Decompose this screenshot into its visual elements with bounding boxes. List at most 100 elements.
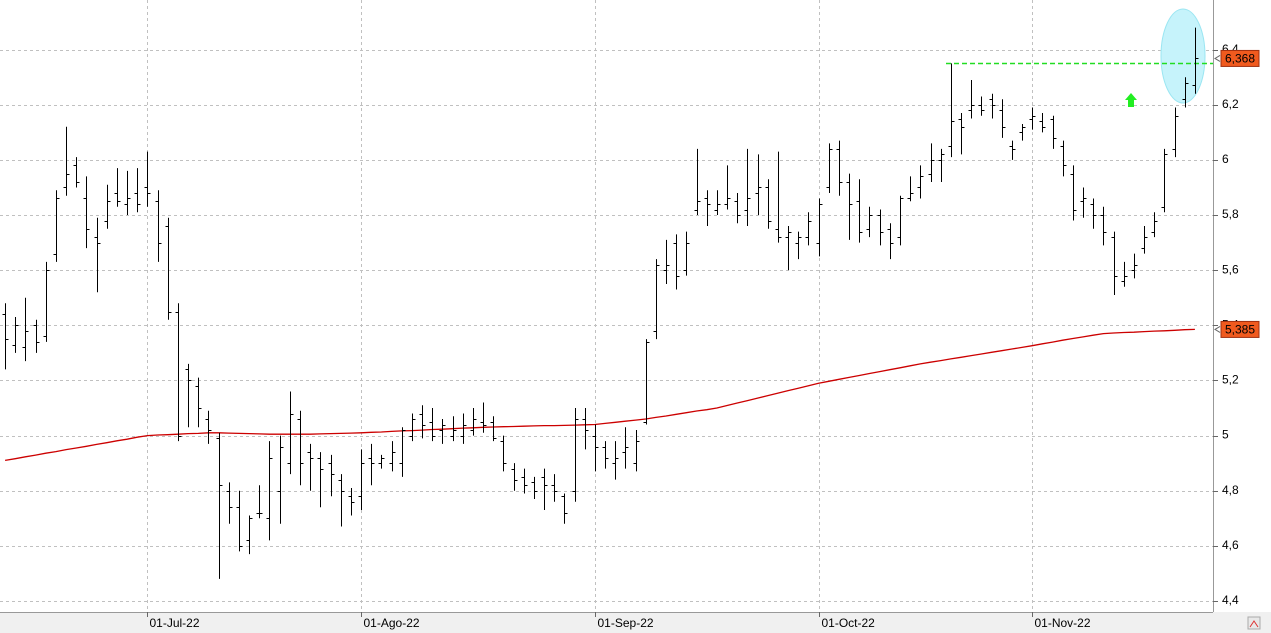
ohlc-bar — [338, 474, 345, 527]
ohlc-bar — [989, 93, 996, 119]
ohlc-bar — [1131, 253, 1138, 279]
icon-glyph — [1249, 620, 1259, 628]
ohlc-bar — [297, 410, 304, 486]
ohlc-bar — [633, 430, 640, 472]
ohlc-bar — [765, 179, 772, 229]
moving-average-line — [4, 328, 1195, 462]
x-axis-strip — [0, 612, 1271, 633]
ohlc-bar — [582, 408, 589, 450]
icon-frame — [1247, 616, 1261, 630]
x-tick-label: 01-Ago-22 — [364, 616, 420, 630]
ohlc-bar — [317, 452, 324, 508]
y-tick-label: 5,6 — [1222, 262, 1239, 276]
ohlc-bar — [856, 179, 863, 243]
x-tick-label: 01-Sep-22 — [598, 616, 654, 630]
ohlc-bar — [1019, 124, 1026, 141]
ohlc-bar — [572, 408, 579, 502]
ohlc-bar — [755, 154, 762, 216]
ohlc-bar — [12, 317, 19, 353]
ohlc-bar — [958, 113, 965, 155]
ohlc-bar — [704, 190, 711, 227]
ohlc-bar — [368, 443, 375, 486]
ohlc-bar — [1090, 198, 1097, 229]
ohlc-bar — [866, 206, 873, 238]
ohlc-bar — [928, 143, 935, 182]
ohlc-bar — [358, 449, 365, 510]
ohlc-bar — [948, 63, 955, 158]
ohlc-bar — [907, 176, 914, 202]
ohlc-bar — [409, 413, 416, 442]
ohlc-bar — [999, 99, 1006, 138]
ohlc-bar — [429, 408, 436, 442]
ohlc-bar — [348, 487, 355, 516]
ohlc-bar — [490, 416, 497, 442]
ohlc-bar — [256, 485, 263, 519]
corner-icon — [1247, 616, 1261, 630]
ohlc-bar — [744, 148, 751, 227]
ohlc-bar — [938, 148, 945, 182]
ohlc-bar — [521, 468, 528, 494]
ohlc-bar — [1070, 165, 1077, 221]
ohlc-bar — [1111, 231, 1118, 295]
ohlc-bar — [795, 231, 802, 260]
ohlc-bar — [1029, 107, 1036, 130]
ohlc-bar — [307, 443, 314, 491]
ohlc-bar — [144, 151, 151, 207]
ohlc-bar — [2, 303, 9, 370]
x-tick-label: 01-Oct-22 — [822, 616, 876, 630]
x-tick-label: 01-Jul-22 — [150, 616, 200, 630]
ohlc-bar — [205, 410, 212, 444]
price-label-box — [1220, 49, 1260, 67]
ohlc-bar — [826, 143, 833, 193]
ohlc-bar — [389, 441, 396, 472]
ohlc-bar — [277, 435, 284, 524]
price-label-box — [1220, 320, 1260, 338]
ohlc-bar — [602, 441, 609, 469]
ohlc-bar — [612, 441, 619, 480]
ohlc-bar — [1060, 140, 1067, 177]
ohlc-bar — [622, 427, 629, 469]
ohlc-bar — [216, 432, 223, 579]
ohlc-bar — [897, 195, 904, 246]
price-label: 6,368 — [1225, 52, 1255, 66]
ohlc-bar — [805, 212, 812, 246]
y-tick-label: 6,2 — [1222, 97, 1239, 111]
ohlc-bar — [378, 454, 385, 469]
ohlc-bar — [500, 435, 507, 472]
ohlc-bar — [1050, 115, 1057, 149]
ohlc-bar — [531, 476, 538, 499]
ohlc-bar — [1151, 212, 1158, 238]
ohlc-bar — [33, 319, 40, 353]
ohlc-bar — [511, 463, 518, 491]
ohlc-bar — [561, 493, 568, 524]
ohlc-bar — [663, 239, 670, 284]
y-tick-label: 4,6 — [1222, 538, 1239, 552]
ohlc-bar — [683, 231, 690, 276]
price-pointer — [1214, 326, 1221, 333]
ohlc-bar — [1172, 107, 1179, 158]
up-arrow — [1125, 93, 1137, 107]
ohlc-bar — [978, 96, 985, 116]
ohlc-bar — [450, 416, 457, 442]
axes: 4,44,64,855,25,45,65,866,26,401-Jul-2201… — [147, 42, 1260, 630]
ohlc-bar — [134, 168, 141, 213]
ohlc-bar — [22, 297, 29, 362]
ohlc-bar — [83, 176, 90, 249]
ohlc-bar — [43, 261, 50, 342]
price-label: 5,385 — [1225, 323, 1255, 337]
ohlc-bar — [1182, 77, 1189, 108]
ohlc-bar — [1192, 27, 1199, 94]
ohlc-bar — [175, 303, 182, 442]
ohlc-bar — [480, 402, 487, 433]
ohlc-bar — [724, 165, 731, 210]
ohlc-bar — [968, 79, 975, 119]
ohlc-bar — [551, 474, 558, 502]
ohlc-bar — [694, 148, 701, 216]
ohlc-bar — [328, 454, 335, 497]
ohlc-bar — [877, 209, 884, 246]
ohlc-bar — [185, 363, 192, 428]
ohlc-bar — [266, 441, 273, 541]
ohlc-bar — [226, 482, 233, 524]
